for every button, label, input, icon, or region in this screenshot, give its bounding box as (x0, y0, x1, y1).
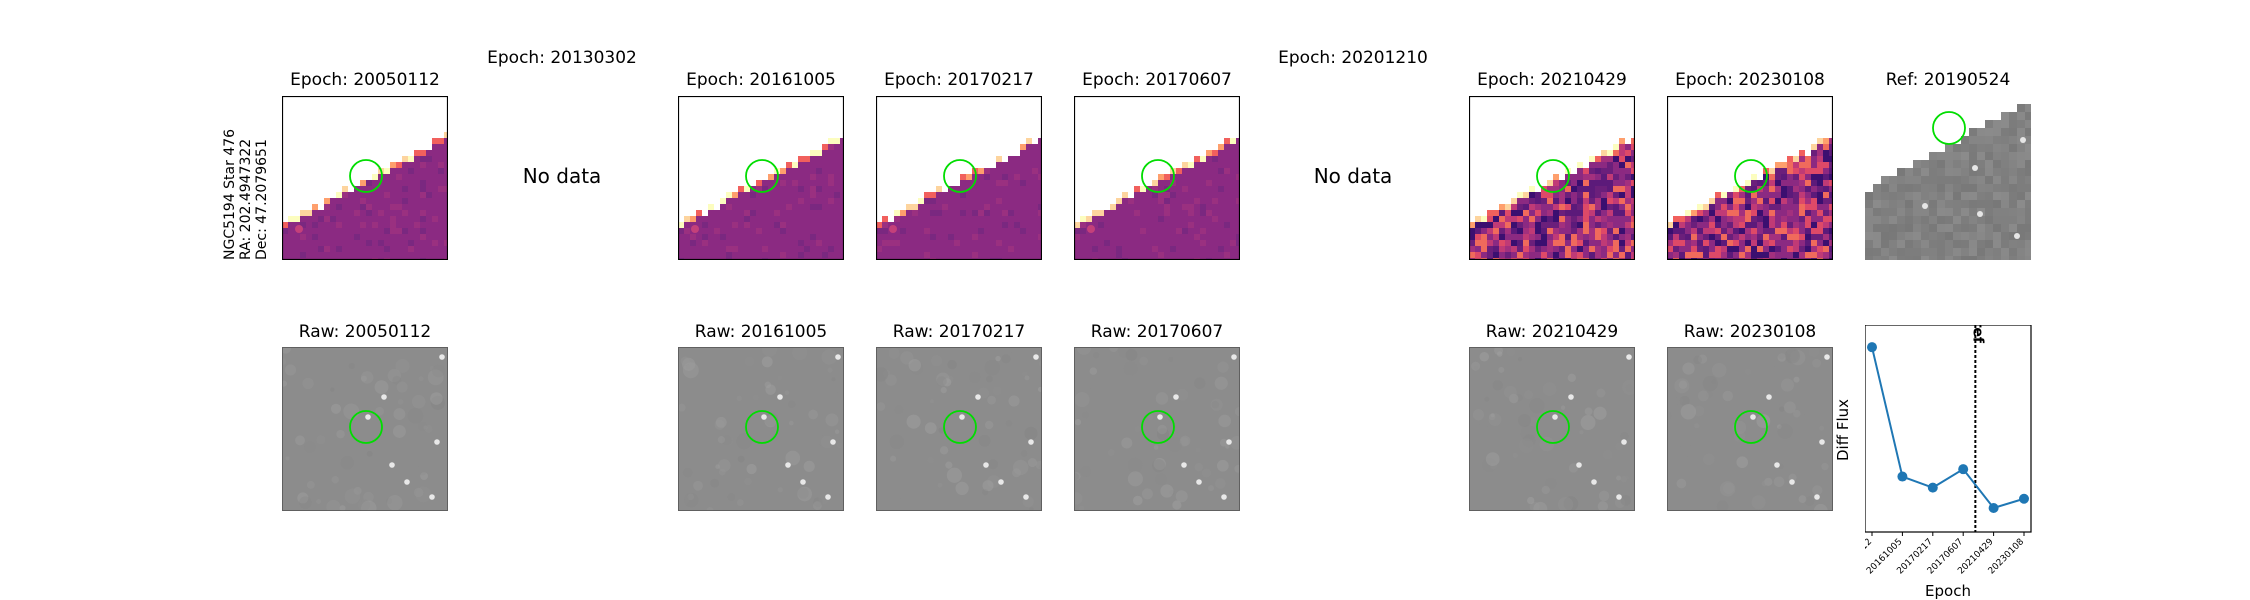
raw-image-20230108 (1667, 347, 1833, 511)
x-axis-label: Epoch (1925, 582, 1971, 600)
ref-image-20190524 (1865, 104, 2031, 260)
raw-title-3: Raw: 20170217 (892, 322, 1026, 342)
ref-line-label: ref (1969, 325, 1985, 344)
ref-title: Ref: 20190524 (1885, 70, 2011, 90)
diff-image-20161005 (678, 96, 844, 260)
nodata-label-20201210: No data (1313, 164, 1393, 188)
diff-title-7: Epoch: 20210429 (1477, 70, 1627, 90)
diff-flux-point (1927, 482, 1938, 493)
raw-image-20170217 (876, 347, 1042, 511)
diff-title-6: Epoch: 20201210 (1278, 48, 1428, 68)
raw-image-20170607 (1074, 347, 1240, 511)
light-curve-chart: ref 200501122016100520170217201706072021… (1865, 325, 2032, 600)
diff-title-8: Epoch: 20230108 (1675, 70, 1825, 90)
y-axis-label: Diff Flux (1834, 399, 1852, 461)
diff-flux-points (1867, 342, 2029, 513)
star-info-label: NGC5194 Star 476 RA: 202.4947322 Dec: 47… (222, 129, 270, 260)
raw-title-5: Raw: 20210429 (1485, 322, 1619, 342)
star-ra: RA: 202.4947322 (238, 138, 254, 260)
diff-flux-point (1897, 471, 1908, 482)
diff-title-4: Epoch: 20170217 (884, 70, 1034, 90)
diff-title-2: Epoch: 20130302 (487, 48, 637, 68)
raw-image-20161005 (678, 347, 844, 511)
diff-image-20210429 (1469, 96, 1635, 260)
ref-line-group: ref (1969, 325, 1985, 532)
diff-title-3: Epoch: 20161005 (686, 70, 836, 90)
raw-image-20210429 (1469, 347, 1635, 511)
raw-title-4: Raw: 20170607 (1090, 322, 1224, 342)
raw-image-20050112 (282, 347, 448, 511)
nodata-label-20130302: No data (522, 164, 602, 188)
star-dec: Dec: 47.2079651 (254, 139, 270, 260)
raw-title-1: Raw: 20050112 (298, 322, 432, 342)
diff-flux-point (1867, 342, 1877, 353)
diff-flux-point (2019, 493, 2029, 504)
diff-flux-series-line (1871, 346, 2025, 510)
diff-image-20170607 (1074, 96, 1240, 260)
diff-title-5: Epoch: 20170607 (1082, 70, 1232, 90)
diff-title-1: Epoch: 20050112 (290, 70, 440, 90)
raw-title-6: Raw: 20230108 (1683, 322, 1817, 342)
diff-flux-point (1958, 464, 1969, 475)
raw-title-2: Raw: 20161005 (694, 322, 828, 342)
star-name: NGC5194 Star 476 (222, 128, 238, 260)
diff-image-20230108 (1667, 96, 1833, 260)
x-tick-labels: 2005011220161005201702172017060720210429… (1865, 532, 2026, 577)
diff-image-20170217 (876, 96, 1042, 260)
light-curve-frame (1865, 325, 2032, 533)
diff-image-20050112 (282, 96, 448, 260)
diff-flux-point (1988, 502, 1999, 513)
